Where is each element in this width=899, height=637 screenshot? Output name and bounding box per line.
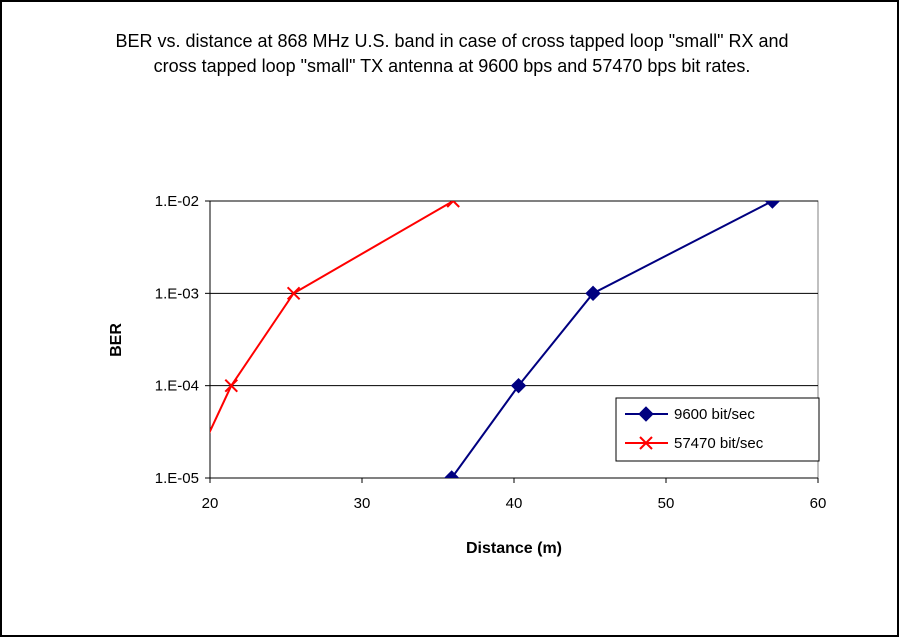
x-tick-label: 50 [658,495,675,512]
y-tick-labels: 1.E-05 1.E-04 1.E-03 1.E-02 [155,193,199,487]
y-tick-label: 1.E-02 [155,193,199,210]
legend: 9600 bit/sec 57470 bit/sec [615,397,820,462]
data-point-series-2 [446,201,460,208]
data-point-series-2 [224,378,238,393]
data-point-series-1 [764,201,781,209]
x-axis-label: Distance (m) [466,540,562,557]
chart-title: BER vs. distance at 868 MHz U.S. band in… [115,31,789,76]
y-tick-label: 1.E-05 [155,470,199,487]
series-line-2 [210,201,454,434]
y-tick-label: 1.E-04 [155,378,199,395]
y-tick-label: 1.E-03 [155,285,199,302]
data-point-series-2 [136,572,148,584]
legend-marker-2-stroke [639,436,653,450]
data-point-series-2-stroke [451,201,460,208]
legend-box [615,397,820,462]
legend-label-1: 9600 bit/sec [674,406,755,423]
x-tick-labels: 20 30 40 50 60 [202,495,827,512]
x-tick-label: 30 [354,495,371,512]
x-tick-label: 60 [810,495,827,512]
data-point-series-2-stroke [136,572,148,584]
legend-marker-2 [639,436,653,450]
x-tick-label: 20 [202,495,219,512]
data-point-series-1 [510,377,527,394]
data-point-series-2 [286,286,301,301]
data-point-series-1 [443,470,460,478]
data-point-series-2-stroke [286,286,301,301]
data-point-series-1 [585,285,601,302]
legend-marker-1 [638,406,654,422]
legend-label-2: 57470 bit/sec [674,435,764,452]
data-point-series-2-stroke [446,201,455,208]
data-point-series-2-stroke [224,378,238,393]
y-axis-label: BER [108,323,125,357]
series-line-1 [450,201,773,478]
series-group [136,201,781,584]
x-tick-label: 40 [506,495,523,512]
data-point-series-2-stroke [136,572,148,584]
